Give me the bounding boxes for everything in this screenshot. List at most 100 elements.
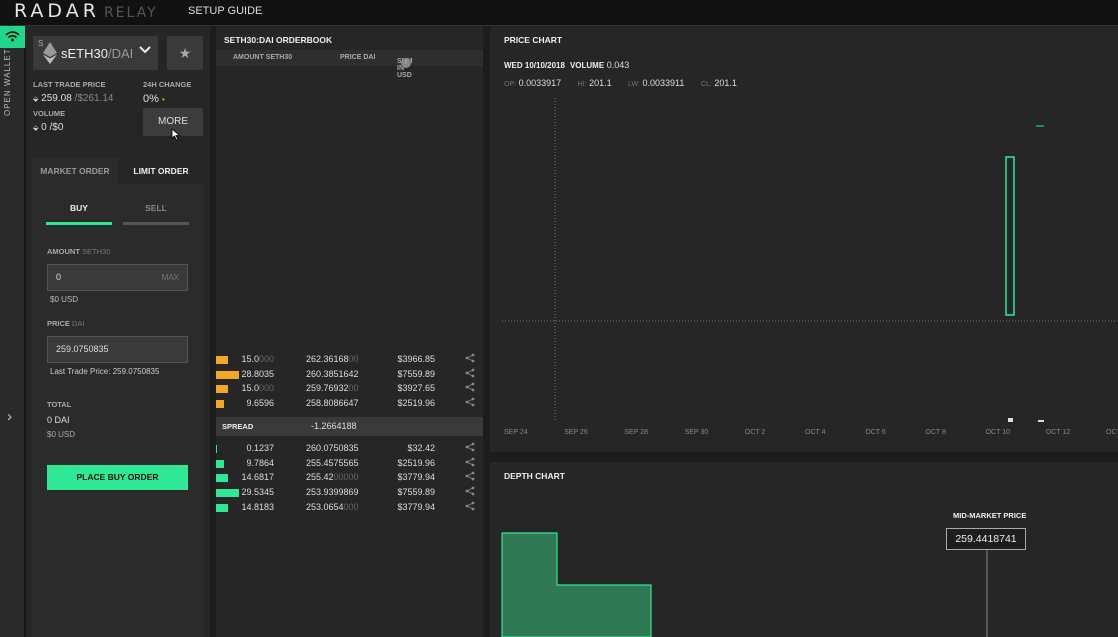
share-icon[interactable]: [465, 486, 475, 499]
bid-price: 260.0750835: [306, 443, 359, 453]
pair-label: sETH30/DAI: [61, 46, 133, 61]
cl-value: 201.1: [714, 78, 737, 88]
share-icon[interactable]: [465, 501, 475, 514]
ask-amount: 15.0000: [241, 354, 274, 364]
pair-selector[interactable]: S sETH30/DAI: [33, 36, 158, 70]
amount-label-text: AMOUNT: [47, 247, 80, 256]
bid-row[interactable]: 14.6817 255.4200000 $3779.94: [216, 471, 483, 485]
ask-sum: $3966.85: [397, 354, 435, 364]
ask-row[interactable]: 15.0000 262.3616800 $3966.85: [216, 353, 483, 367]
total-label: TOTAL: [47, 400, 72, 409]
x-tick-label: SEP 24: [504, 429, 528, 436]
volume-usd: /$0: [49, 122, 64, 133]
sell-tab[interactable]: SELL: [145, 203, 167, 213]
bid-amount: 29.5345: [241, 487, 274, 498]
share-icon[interactable]: [465, 382, 475, 395]
amount-unit: SETH30: [82, 247, 111, 256]
wifi-icon[interactable]: [0, 26, 25, 48]
max-button[interactable]: MAX: [161, 273, 179, 282]
ask-depth-bar: [216, 370, 239, 379]
bid-depth-bar: [216, 445, 217, 453]
radar-relay-logo[interactable]: RADAR RELAY: [14, 0, 158, 22]
bid-price: 253.9399869: [306, 487, 359, 498]
chart-date: WED 10/10/2018: [504, 61, 565, 70]
last-trade-label: LAST TRADE PRICE: [33, 80, 106, 89]
open-wallet-button[interactable]: OPEN WALLET: [3, 48, 12, 116]
x-tick-label: OCT 6: [865, 429, 886, 436]
ask-row[interactable]: 28.8035 260.3851642 $7559.89: [216, 368, 483, 382]
market-panel: S sETH30/DAI ★ LAST TRADE PRICE ⬙ 259.08…: [26, 26, 210, 637]
share-icon[interactable]: [465, 397, 475, 410]
change-label: 24H CHANGE: [143, 80, 192, 89]
bid-price: 255.4575565: [306, 457, 359, 468]
ask-depth-bar: [216, 356, 228, 364]
pair-base: sETH30: [61, 46, 108, 61]
amount-field[interactable]: 0 MAX: [47, 264, 188, 291]
x-tick-label: OCT 4: [805, 429, 826, 436]
bid-depth-bar: [216, 459, 224, 468]
total-value: 0 DAI: [47, 415, 70, 425]
price-field[interactable]: 259.0750835: [47, 336, 188, 363]
bid-depth-bar: [216, 474, 228, 483]
mid-market-label: MID-MARKET PRICE: [953, 511, 1027, 520]
share-icon[interactable]: [465, 353, 475, 366]
chevron-right-icon[interactable]: ›: [7, 408, 12, 425]
star-icon[interactable]: ★: [167, 36, 203, 70]
bid-depth-area: [501, 532, 652, 637]
buy-tab[interactable]: BUY: [70, 203, 88, 213]
ask-amount: 15.0000: [241, 383, 274, 394]
bid-amount: 0.1237: [246, 443, 274, 453]
ask-row[interactable]: 15.0000 259.7693200 $3927.65: [216, 382, 483, 396]
place-buy-order-button[interactable]: PLACE BUY ORDER: [47, 465, 188, 490]
change-value: 0% •: [143, 93, 165, 105]
info-icon[interactable]: i: [401, 58, 411, 68]
chart-volume-label: VOLUME: [569, 61, 605, 70]
x-tick-label: OCT 10: [985, 429, 1010, 436]
depth-chart-canvas[interactable]: [490, 462, 1118, 637]
top-bar: RADAR RELAY SETUP GUIDE: [0, 0, 1118, 26]
price-label-text: PRICE: [47, 319, 70, 328]
hi-label: HI:: [577, 81, 587, 88]
spread-label: SPREAD: [222, 422, 254, 431]
share-icon[interactable]: [465, 442, 475, 455]
bid-row[interactable]: 14.8183 253.0654000 $3779.94: [216, 501, 483, 515]
bid-row[interactable]: 0.1237 260.0750835 $32.42: [216, 442, 483, 456]
x-tick-label: SEP 28: [624, 429, 649, 436]
x-tick-label: OCT 8: [925, 429, 946, 436]
bid-sum: $32.42: [407, 443, 435, 453]
x-tick-label: OCT: [1106, 429, 1118, 436]
tab-limit-order[interactable]: LIMIT ORDER: [118, 158, 204, 184]
lw-value: 0.0033911: [642, 78, 685, 88]
mid-market-price: 259.4418741: [946, 528, 1026, 550]
hi-value: 201.1: [589, 78, 612, 88]
ask-amount: 28.8035: [241, 368, 274, 379]
share-icon[interactable]: [465, 471, 475, 484]
amount-usd: $0 USD: [50, 295, 79, 304]
share-icon[interactable]: [465, 368, 475, 381]
price-chart-title: PRICE CHART: [504, 35, 563, 45]
x-tick-label: OCT 12: [1045, 429, 1071, 436]
amount-label: AMOUNT SETH30: [47, 247, 110, 256]
ask-depth-bar: [216, 385, 228, 394]
bid-amount: 9.7864: [246, 457, 274, 468]
last-trade-note[interactable]: Last Trade Price: 259.0750835: [50, 367, 160, 376]
bid-row[interactable]: 9.7864 255.4575565 $2519.96: [216, 457, 483, 471]
price-chart-canvas[interactable]: [490, 26, 1118, 452]
setup-guide-link[interactable]: SETUP GUIDE: [188, 5, 263, 17]
chevron-down-icon: [139, 44, 151, 59]
pair-quote: DAI: [111, 46, 134, 61]
ohlc-readout: OP: 0.0033917 HI: 201.1 LW: 0.0033911 CL…: [504, 78, 737, 88]
col-amount: AMOUNT SETH30: [233, 54, 293, 61]
share-icon[interactable]: [465, 457, 475, 470]
ask-price: 259.7693200: [306, 383, 359, 394]
ask-row[interactable]: 9.6596 258.8086647 $2519.96: [216, 397, 483, 411]
spread-row: SPREAD -1.2664188: [216, 417, 483, 436]
sell-tab-indicator: [123, 222, 189, 225]
price-label: PRICE DAI: [47, 319, 85, 328]
bid-row[interactable]: 29.5345 253.9399869 $7559.89: [216, 486, 483, 500]
bid-sum: $3779.94: [397, 501, 435, 512]
logo-main: RADAR: [14, 0, 100, 22]
total-usd: $0 USD: [47, 430, 76, 439]
volume-bar: [1008, 418, 1013, 422]
tab-market-order[interactable]: MARKET ORDER: [40, 166, 110, 176]
